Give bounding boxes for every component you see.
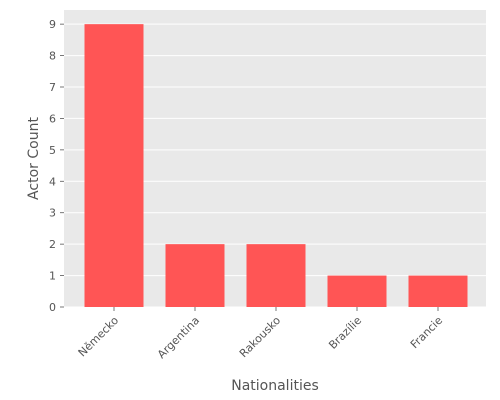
x-axis-title: Nationalities [231,378,319,394]
y-tick-label: 5 [49,144,56,157]
y-axis-title: Actor Count [26,117,42,200]
y-tick-label: 6 [49,112,56,125]
bar-3 [327,275,387,307]
x-tick-label: Brazílie [326,314,364,352]
x-tick-label: Francie [408,314,445,351]
y-tick-label: 4 [49,175,56,188]
x-tick-label: Rakousko [237,314,283,360]
bar-0 [84,24,144,308]
y-tick-label: 0 [49,301,56,314]
y-tick-label: 7 [49,81,56,94]
x-tick-label: Německo [76,314,122,360]
bar-1 [165,244,225,307]
x-tick-labels: Německo Argentina Rakousko Brazílie Francie [76,307,445,361]
y-tick-label: 8 [49,50,56,63]
bar-2 [246,244,306,307]
y-tick-label: 9 [49,18,56,31]
bar-4 [408,275,468,307]
bars [84,24,468,308]
y-tick-label: 3 [49,207,56,220]
y-tick-labels: 0 1 2 3 4 5 6 7 8 9 [49,18,64,314]
y-tick-label: 1 [49,270,56,283]
x-tick-label: Argentina [155,314,202,361]
y-tick-label: 2 [49,238,56,251]
